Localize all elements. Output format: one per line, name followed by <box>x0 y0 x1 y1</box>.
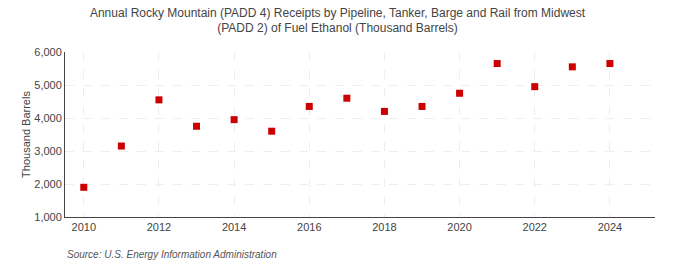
svg-text:2024: 2024 <box>598 221 622 233</box>
svg-text:Source: U.S. Energy Informatio: Source: U.S. Energy Information Administ… <box>67 249 277 260</box>
svg-text:2016: 2016 <box>297 221 321 233</box>
svg-text:2,000: 2,000 <box>34 178 62 190</box>
svg-text:2018: 2018 <box>372 221 396 233</box>
svg-text:2020: 2020 <box>447 221 471 233</box>
svg-text:Thousand Barrels: Thousand Barrels <box>20 91 32 178</box>
svg-text:4,000: 4,000 <box>34 112 62 124</box>
svg-text:Annual Rocky Mountain (PADD 4): Annual Rocky Mountain (PADD 4) Receipts … <box>90 6 586 36</box>
svg-text:5,000: 5,000 <box>34 79 62 91</box>
svg-text:2010: 2010 <box>72 221 96 233</box>
svg-text:6,000: 6,000 <box>34 46 62 58</box>
svg-text:2012: 2012 <box>147 221 171 233</box>
svg-text:1,000: 1,000 <box>34 211 62 223</box>
svg-text:3,000: 3,000 <box>34 145 62 157</box>
svg-text:2022: 2022 <box>523 221 547 233</box>
svg-text:2014: 2014 <box>222 221 246 233</box>
